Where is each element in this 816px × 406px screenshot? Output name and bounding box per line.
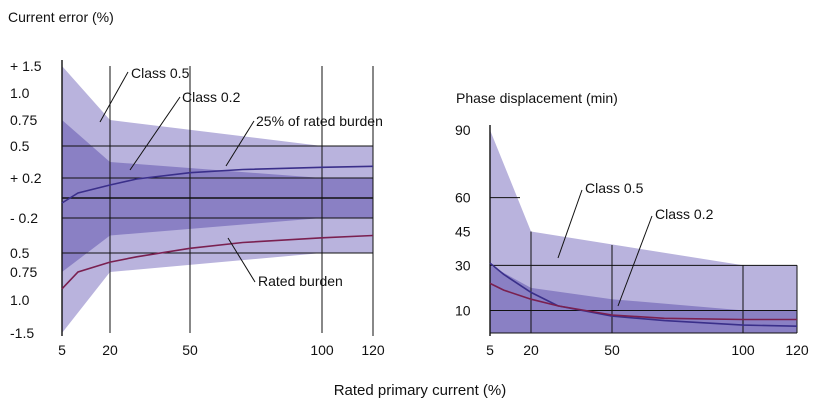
y-tick-label: 1.0	[10, 292, 30, 308]
y-tick-label: 0.5	[10, 245, 30, 261]
x-tick-label: 20	[102, 342, 118, 358]
annotation-label: Class 0.5	[131, 65, 190, 81]
annotation-label: Rated burden	[258, 273, 343, 289]
x-tick-label: 20	[523, 342, 539, 358]
annotation-leader	[617, 215, 653, 307]
x-tick-label: 5	[58, 342, 66, 358]
y-tick-label: + 0.2	[10, 170, 42, 186]
y-tick-label: + 1.5	[10, 58, 42, 74]
current-error-chart: + 1.5 1.0 0.75 0.5 + 0.2 - 0.2 0.5 0.75 1.0 -1.5 5…	[10, 58, 385, 358]
y-tick-label: -1.5	[10, 325, 34, 341]
chart1-title: Current error (%)	[8, 9, 114, 25]
chart2-title: Phase displacement (min)	[456, 90, 618, 106]
annotation-label: 25% of rated burden	[256, 113, 383, 129]
series-line-1	[489, 282, 797, 321]
y-tick-label: 0.75	[10, 112, 37, 128]
y-tick-label: 45	[455, 224, 471, 240]
x-tick-label: 50	[182, 342, 198, 358]
y-tick-label: 30	[455, 257, 471, 273]
phase-displacement-chart: 90 60 45 30 10 5 20 50 100 120 Class 0.5 Class 0.2	[455, 122, 809, 358]
y-tick-label: 1.0	[10, 85, 30, 101]
annotation-label: Class 0.2	[182, 89, 241, 105]
annotation-leader	[99, 71, 129, 123]
annotation-leader	[129, 96, 181, 171]
band-class-0-5	[490, 130, 797, 333]
y-tick-label: - 0.2	[10, 210, 38, 226]
annotation-label: Class 0.2	[655, 206, 714, 222]
y-tick-label: 90	[455, 122, 471, 138]
series-line-0	[61, 165, 374, 204]
y-tick-label: 0.5	[10, 138, 30, 154]
x-tick-label: 120	[785, 342, 809, 358]
band-class-0-2	[490, 265, 797, 333]
annotation-leader	[225, 120, 255, 167]
annotation-leader	[557, 189, 583, 259]
x-tick-label: 120	[361, 342, 385, 358]
x-tick-label: 50	[604, 342, 620, 358]
series-line-1	[61, 234, 374, 290]
x-tick-label: 5	[486, 342, 494, 358]
annotation-leader	[227, 237, 256, 283]
band-class-0-2	[62, 120, 373, 272]
x-tick-label: 100	[310, 342, 334, 358]
annotation-label: Class 0.5	[585, 180, 644, 196]
y-tick-label: 0.75	[10, 264, 37, 280]
x-tick-label: 100	[731, 342, 755, 358]
x-axis-title: Rated primary current (%)	[334, 382, 507, 399]
y-tick-label: 10	[455, 302, 471, 318]
y-tick-label: 60	[455, 190, 471, 206]
